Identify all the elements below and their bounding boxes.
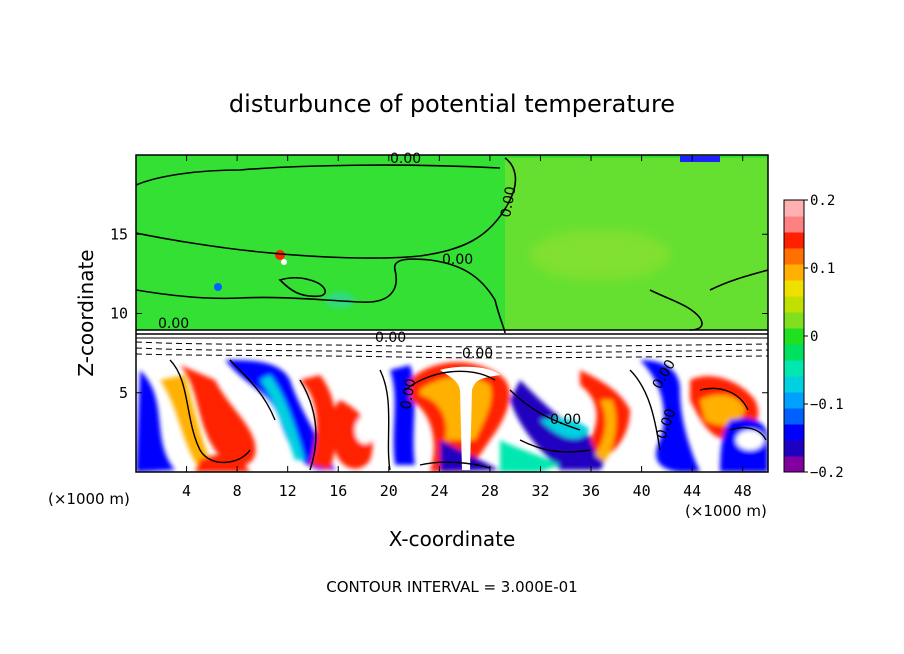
x-tick-label: 20 <box>380 482 398 500</box>
colorbar-swatch <box>784 216 804 233</box>
x-tick-label: 44 <box>683 482 701 500</box>
colorbar-tick-label: 0.1 <box>810 261 835 277</box>
x-tick-label: 48 <box>734 482 752 500</box>
x-tick-label: 28 <box>481 482 499 500</box>
colorbar-swatch <box>784 456 804 473</box>
x-tick-label: 36 <box>582 482 600 500</box>
contour-label: 0.00 <box>158 316 189 332</box>
x-axis-title: X-coordinate <box>389 527 516 551</box>
colorbar-swatch <box>784 344 804 361</box>
x-tick-label: 40 <box>633 482 651 500</box>
colorbar-swatch <box>784 248 804 265</box>
field-warm-patch <box>530 230 670 280</box>
y-tick-label: 10 <box>110 305 128 323</box>
colorbar-swatch <box>784 264 804 281</box>
plot-area <box>136 155 768 472</box>
colorbar-swatch <box>784 376 804 393</box>
y-tick-label: 15 <box>110 225 128 243</box>
colorbar-tick-label: −0.1 <box>810 397 844 413</box>
colorbar-swatch <box>784 408 804 425</box>
colorbar-swatch <box>784 296 804 313</box>
colorbar-swatch <box>784 200 804 217</box>
turbulent-blobs <box>136 360 768 472</box>
contour-label: 0.00 <box>398 377 419 410</box>
field-spot <box>281 259 287 265</box>
contour-label: 0.00 <box>550 412 581 428</box>
contour-label: 0.00 <box>375 330 406 346</box>
colorbar-swatch <box>784 232 804 249</box>
colorbar-swatch <box>784 360 804 377</box>
x-tick-label: 24 <box>430 482 448 500</box>
contour-label: 0.00 <box>498 185 519 218</box>
chart-title: disturbunce of potential temperature <box>229 90 675 118</box>
contour-interval-note: CONTOUR INTERVAL = 3.000E-01 <box>326 578 577 596</box>
x-tick-label: 16 <box>329 482 347 500</box>
field-spot <box>680 156 720 162</box>
contour-lines-lower <box>169 359 767 471</box>
colorbar-tick-label: −0.2 <box>810 465 844 481</box>
colorbar-tick-label: 0.2 <box>810 193 835 209</box>
y-axis: 5 10 15 <box>110 225 768 402</box>
colorbar-swatch <box>784 440 804 457</box>
colorbar-swatch <box>784 328 804 345</box>
field-cool-patch <box>325 292 355 308</box>
colorbar-ticks: 0.2 0.1 0 −0.1 −0.2 <box>804 193 844 481</box>
x-tick-label: 4 <box>182 482 191 500</box>
colorbar-swatch <box>784 392 804 409</box>
colorbar-swatch <box>784 312 804 329</box>
x-tick-label: 32 <box>531 482 549 500</box>
contour-label: 0.00 <box>390 151 421 167</box>
x-unit-right: (×1000 m) <box>685 502 767 520</box>
x-tick-label: 8 <box>233 482 242 500</box>
colorbar-swatch <box>784 280 804 297</box>
contour-label: 0.00 <box>462 346 493 362</box>
contour-label: 0.00 <box>442 252 473 268</box>
y-tick-label: 5 <box>119 384 128 402</box>
x-axis: 4 8 12 16 20 24 28 32 36 40 44 48 <box>182 155 752 500</box>
y-axis-title: Z-coordinate <box>74 249 98 376</box>
contour-lines <box>136 157 768 339</box>
x-unit-left: (×1000 m) <box>48 490 130 508</box>
colorbar <box>784 200 804 473</box>
central-plume <box>440 366 500 470</box>
field-spot <box>275 250 285 260</box>
field-spot <box>214 283 222 291</box>
colorbar-tick-label: 0 <box>810 329 818 345</box>
x-tick-label: 12 <box>279 482 297 500</box>
contour-lines-dashed <box>136 341 768 359</box>
colorbar-swatch <box>784 424 804 441</box>
